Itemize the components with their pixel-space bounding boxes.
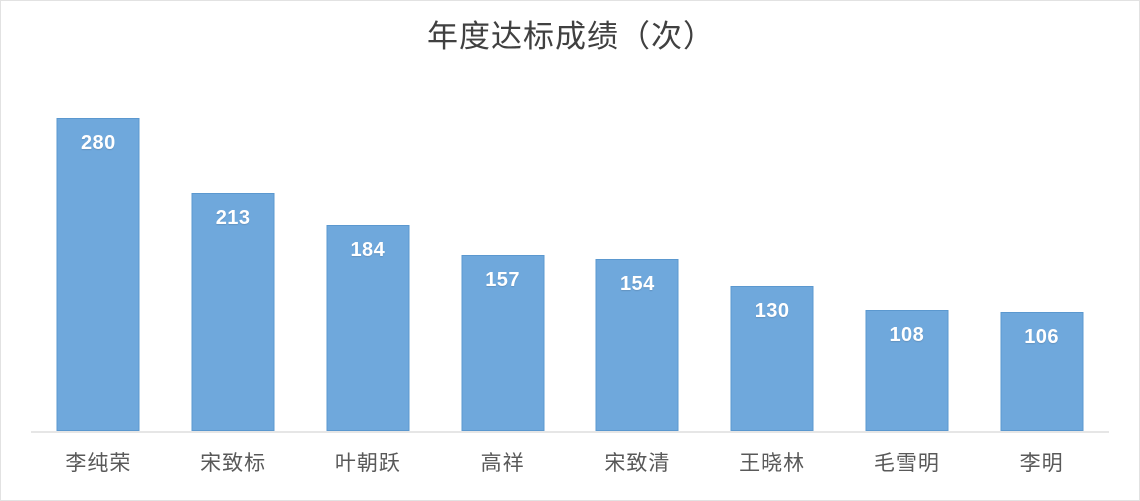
bar-value-label: 280 bbox=[80, 131, 116, 154]
bar[interactable]: 106 bbox=[1000, 312, 1084, 431]
category-label: 宋致清 bbox=[604, 452, 671, 475]
bar-value-label: 184 bbox=[350, 239, 386, 262]
category-label: 叶朝跃 bbox=[334, 452, 401, 475]
bar-value-label: 108 bbox=[889, 324, 925, 347]
category-axis-line bbox=[31, 431, 1109, 433]
bar-slot: 108 bbox=[840, 81, 975, 431]
bar-slot: 157 bbox=[435, 81, 570, 431]
category-tick: 李纯荣 bbox=[31, 444, 166, 484]
category-label: 高祥 bbox=[480, 452, 525, 475]
bar-slot: 184 bbox=[301, 81, 436, 431]
category-tick: 李明 bbox=[974, 444, 1109, 484]
bars-layer: 280 213 184 157 154 130 108 106 bbox=[31, 81, 1109, 431]
category-label: 毛雪明 bbox=[873, 452, 940, 475]
bar[interactable]: 184 bbox=[326, 225, 410, 431]
bar[interactable]: 280 bbox=[56, 117, 140, 431]
category-label: 李明 bbox=[1019, 452, 1064, 475]
bar-value-label: 154 bbox=[619, 272, 655, 295]
category-tick: 宋致标 bbox=[166, 444, 301, 484]
bar-slot: 154 bbox=[570, 81, 705, 431]
bar[interactable]: 213 bbox=[191, 192, 275, 431]
category-label: 李纯荣 bbox=[65, 452, 132, 475]
bar-slot: 213 bbox=[166, 81, 301, 431]
bar-slot: 130 bbox=[705, 81, 840, 431]
bar[interactable]: 157 bbox=[461, 255, 545, 431]
category-tick: 宋致清 bbox=[570, 444, 705, 484]
bar[interactable]: 154 bbox=[595, 258, 679, 431]
chart-title: 年度达标成绩（次） bbox=[427, 19, 715, 54]
bar-value-label: 157 bbox=[485, 269, 521, 292]
category-label: 宋致标 bbox=[200, 452, 267, 475]
bar-value-label: 213 bbox=[215, 206, 251, 229]
category-tick: 高祥 bbox=[435, 444, 570, 484]
category-tick: 王晓林 bbox=[705, 444, 840, 484]
category-tick: 叶朝跃 bbox=[301, 444, 436, 484]
bar-value-label: 130 bbox=[754, 299, 790, 322]
bar-value-label: 106 bbox=[1024, 326, 1060, 349]
category-tick: 毛雪明 bbox=[840, 444, 975, 484]
category-label: 王晓林 bbox=[739, 452, 806, 475]
bar-slot: 106 bbox=[974, 81, 1109, 431]
bar-slot: 280 bbox=[31, 81, 166, 431]
bar[interactable]: 108 bbox=[865, 310, 949, 431]
category-labels-layer: 李纯荣 宋致标 叶朝跃 高祥 宋致清 王晓林 毛雪明 李明 bbox=[31, 444, 1109, 490]
bar[interactable]: 130 bbox=[730, 285, 814, 431]
